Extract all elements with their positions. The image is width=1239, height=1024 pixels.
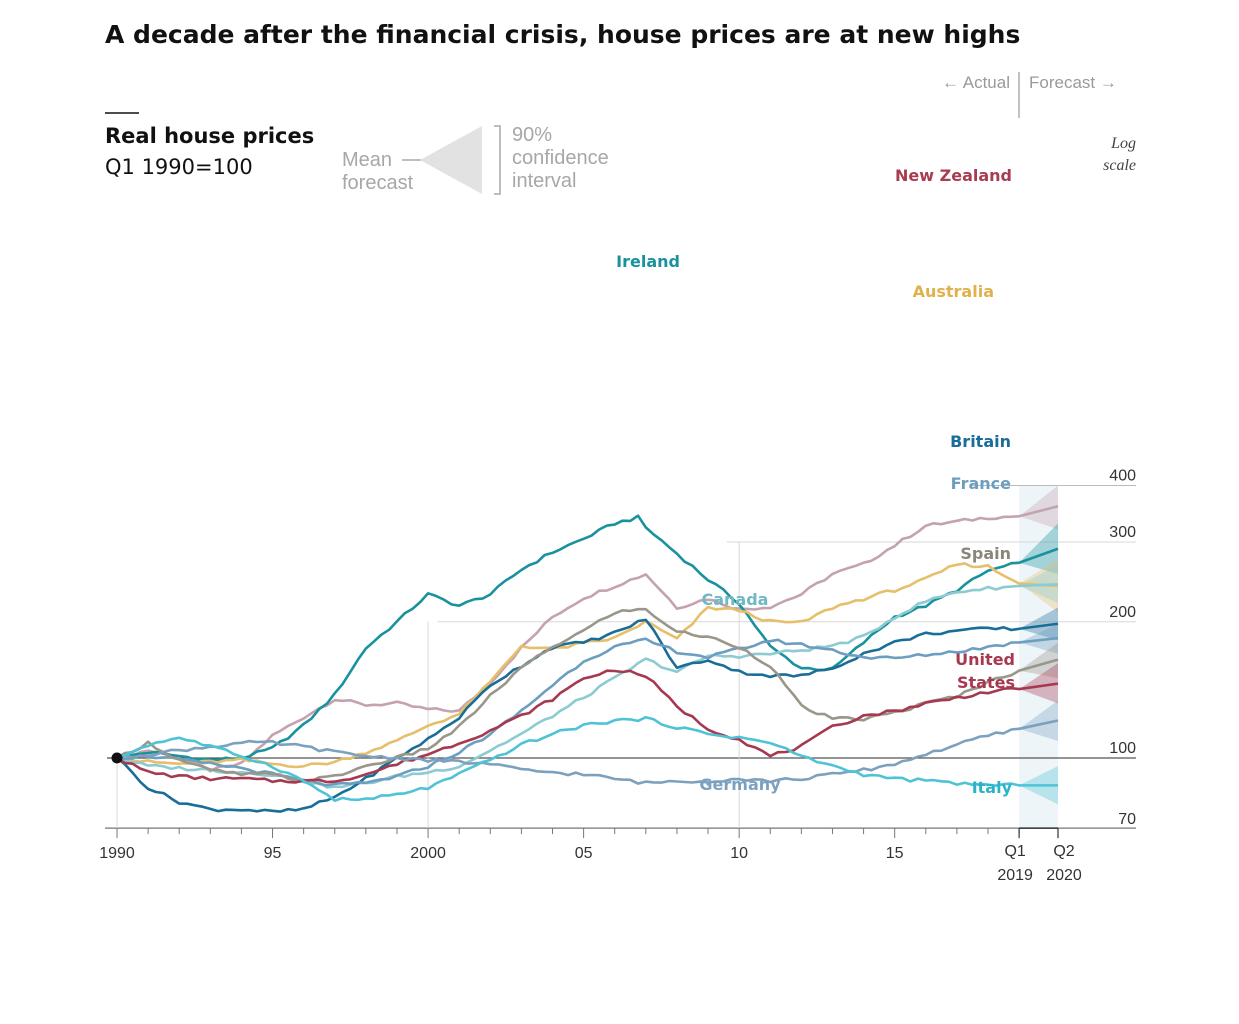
x-tick-label-1995: 95 xyxy=(264,845,282,862)
axis-layer: 70 100 200 300 400 1990 95 2000 05 10 15 Q1 2019 Q2 20… xyxy=(99,468,1136,885)
series-line-australia xyxy=(115,562,1021,769)
forecast-mean-britain xyxy=(1018,622,1059,631)
legend-ci-line2: confidence xyxy=(512,147,609,169)
x-tick-label-2010: 10 xyxy=(730,845,748,862)
label-france: France xyxy=(951,474,1011,493)
legend-ci-wedge xyxy=(420,126,482,194)
legend-forecast: forecast xyxy=(342,172,414,194)
series-line-britain xyxy=(115,618,1021,813)
base-point-dot xyxy=(111,752,123,764)
y-tick-200: 200 xyxy=(1109,604,1136,621)
label-united-states-1: United xyxy=(955,650,1015,669)
x-tick-label-1990: 1990 xyxy=(99,845,135,862)
label-spain: Spain xyxy=(960,544,1011,563)
label-italy: Italy xyxy=(972,778,1013,797)
series-line-ireland xyxy=(115,514,1021,762)
forecast-legend: Mean forecast 90% confidence interval xyxy=(342,124,609,195)
forecast-tick-q1: Q1 xyxy=(1004,843,1025,860)
series-line-france xyxy=(115,637,1021,787)
subtitle-line2: Q1 1990=100 xyxy=(105,155,253,179)
x-tick-label-2000: 2000 xyxy=(410,845,446,862)
label-germany: Germany xyxy=(699,775,781,794)
forecast-mean-new_zealand xyxy=(1018,504,1059,518)
forecast-cone-france xyxy=(1019,623,1058,654)
label-new-zealand: New Zealand xyxy=(895,166,1012,185)
log-scale-line1: Log xyxy=(1110,135,1136,152)
forecast-label: Forecast → xyxy=(1029,73,1117,92)
series-layer xyxy=(115,504,1059,813)
forecast-tick-q1-year: 2019 xyxy=(997,867,1033,884)
forecast-mean-united_states xyxy=(1018,682,1059,691)
label-australia: Australia xyxy=(913,282,994,301)
forecast-band xyxy=(1019,485,1058,829)
x-tick-label-2015: 15 xyxy=(886,845,904,862)
forecast-mean-canada xyxy=(1019,582,1059,588)
label-canada: Canada xyxy=(702,590,769,609)
series-line-canada xyxy=(115,584,1021,789)
forecast-bracket-ticks xyxy=(1018,828,1059,839)
series-line-germany xyxy=(115,727,1021,785)
forecast-band-layer xyxy=(1019,485,1058,829)
forecast-cone-new_zealand xyxy=(1019,485,1058,530)
label-united-states-2: States xyxy=(957,673,1015,692)
forecast-mean-ireland xyxy=(1018,547,1059,564)
forecast-cone-britain xyxy=(1019,607,1058,641)
log-scale-line2: scale xyxy=(1103,157,1136,174)
forecast-tick-q2: Q2 xyxy=(1053,843,1074,860)
y-tick-400: 400 xyxy=(1109,468,1136,485)
legend-ci-bracket xyxy=(494,125,501,195)
subtitle-line1: Real house prices xyxy=(105,124,314,148)
label-ireland: Ireland xyxy=(616,252,680,271)
actual-label: ← Actual xyxy=(942,73,1010,92)
forecast-cone-united_states xyxy=(1019,663,1058,704)
y-tick-70: 70 xyxy=(1118,811,1136,828)
series-line-italy xyxy=(115,715,1021,803)
label-britain: Britain xyxy=(950,432,1011,451)
forecast-tick-q2-year: 2020 xyxy=(1046,867,1082,884)
forecast-cone-spain xyxy=(1019,642,1058,679)
y-tick-300: 300 xyxy=(1109,524,1136,541)
chart-title: A decade after the financial crisis, hou… xyxy=(105,20,1020,49)
y-tick-100: 100 xyxy=(1109,740,1136,757)
x-tick-label-2005: 05 xyxy=(575,845,593,862)
forecast-cone-ireland xyxy=(1019,523,1058,574)
forecast-mean-germany xyxy=(1018,719,1059,731)
legend-mean: Mean xyxy=(342,149,392,171)
forecast-mean-france xyxy=(1018,636,1059,644)
legend-ci-line3: interval xyxy=(512,170,576,192)
forecast-cone-germany xyxy=(1019,700,1058,742)
series-line-spain xyxy=(115,607,1021,783)
forecast-mean-spain xyxy=(1018,658,1059,672)
legend-ci-line1: 90% xyxy=(512,124,552,146)
series-line-united_states xyxy=(115,669,1021,784)
